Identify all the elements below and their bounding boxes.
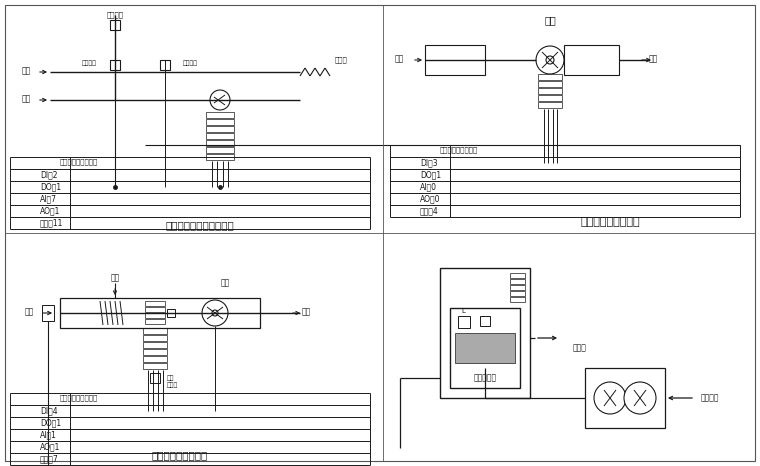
- Circle shape: [594, 382, 626, 414]
- Text: 合计：11: 合计：11: [40, 219, 63, 227]
- Text: 生活用水筱: 生活用水筱: [473, 374, 496, 383]
- Text: 空调机组控制系统图: 空调机组控制系统图: [152, 450, 208, 460]
- Text: 传感器: 传感器: [167, 382, 179, 388]
- Circle shape: [210, 90, 230, 110]
- Bar: [206, 140, 234, 146]
- Bar: [538, 102, 562, 108]
- Text: 输入输出控制点类型: 输入输出控制点类型: [440, 147, 478, 153]
- Bar: [143, 356, 167, 362]
- Bar: [538, 88, 562, 94]
- Circle shape: [212, 310, 218, 316]
- Bar: [167, 309, 175, 317]
- Bar: [145, 307, 165, 312]
- Text: L: L: [461, 308, 465, 314]
- Bar: [143, 342, 167, 348]
- Text: 出风: 出风: [302, 308, 312, 316]
- Bar: [206, 154, 234, 160]
- Text: 城市供水: 城市供水: [701, 393, 719, 403]
- Text: AI：1: AI：1: [40, 431, 57, 439]
- Text: DI：4: DI：4: [40, 406, 58, 416]
- Text: 各用户: 各用户: [573, 343, 587, 352]
- Text: 送排风机监控系统图: 送排风机监控系统图: [580, 217, 640, 227]
- Text: DI：2: DI：2: [40, 171, 58, 179]
- Text: DO：1: DO：1: [40, 183, 61, 192]
- Text: 出风: 出风: [649, 55, 658, 63]
- Bar: [510, 297, 525, 302]
- Bar: [110, 20, 120, 30]
- Bar: [585, 368, 665, 428]
- Text: 回风: 回风: [25, 308, 34, 316]
- Bar: [440, 268, 530, 398]
- Bar: [145, 313, 165, 318]
- Circle shape: [546, 56, 554, 64]
- Text: 合计：4: 合计：4: [420, 206, 439, 215]
- Bar: [480, 316, 490, 326]
- Text: 其他楼: 其他楼: [335, 57, 348, 63]
- Text: 冷水流量: 冷水流量: [183, 60, 198, 66]
- Bar: [458, 316, 470, 328]
- Bar: [145, 319, 165, 324]
- Bar: [143, 328, 167, 334]
- Text: 水温: 水温: [167, 375, 175, 381]
- Bar: [160, 60, 170, 70]
- Bar: [206, 126, 234, 132]
- Bar: [143, 335, 167, 341]
- Text: 输入输出控制点类型: 输入输出控制点类型: [60, 395, 98, 401]
- Text: 合计：7: 合计：7: [40, 454, 59, 464]
- Text: 冷水温度: 冷水温度: [106, 12, 123, 18]
- Bar: [510, 279, 525, 284]
- Bar: [60, 298, 260, 328]
- Text: AO：1: AO：1: [40, 443, 60, 452]
- Text: 风机: 风机: [220, 279, 230, 288]
- Text: 新风: 新风: [110, 274, 119, 282]
- Bar: [206, 112, 234, 118]
- Bar: [206, 119, 234, 125]
- Circle shape: [536, 46, 564, 74]
- Bar: [206, 133, 234, 139]
- Text: 供水: 供水: [22, 95, 31, 103]
- Text: AO：0: AO：0: [420, 194, 441, 204]
- Bar: [564, 45, 619, 75]
- Bar: [150, 373, 160, 383]
- Bar: [110, 60, 120, 70]
- Text: DO：1: DO：1: [420, 171, 441, 179]
- Text: 进风: 进风: [395, 55, 404, 63]
- Text: DI：3: DI：3: [420, 158, 438, 167]
- Bar: [538, 95, 562, 101]
- Bar: [143, 363, 167, 369]
- Bar: [510, 291, 525, 296]
- Bar: [538, 81, 562, 87]
- Text: AI：0: AI：0: [420, 183, 437, 192]
- Bar: [510, 285, 525, 290]
- Text: 输入输出控制点类型: 输入输出控制点类型: [60, 159, 98, 165]
- Text: 回水: 回水: [22, 67, 31, 75]
- Circle shape: [624, 382, 656, 414]
- Text: 风机: 风机: [544, 15, 556, 25]
- Bar: [510, 273, 525, 278]
- Bar: [455, 333, 515, 363]
- Text: DO：1: DO：1: [40, 418, 61, 427]
- Circle shape: [202, 300, 228, 326]
- Text: AO：1: AO：1: [40, 206, 60, 215]
- Text: 建筑入口冷水监控系统图: 建筑入口冷水监控系统图: [166, 220, 234, 230]
- Text: 冷水温度: 冷水温度: [82, 60, 97, 66]
- Bar: [425, 45, 485, 75]
- Text: AI：7: AI：7: [40, 194, 57, 204]
- Bar: [42, 305, 54, 321]
- Bar: [145, 301, 165, 306]
- Bar: [450, 308, 520, 388]
- Bar: [143, 349, 167, 355]
- Bar: [538, 74, 562, 80]
- Bar: [206, 147, 234, 153]
